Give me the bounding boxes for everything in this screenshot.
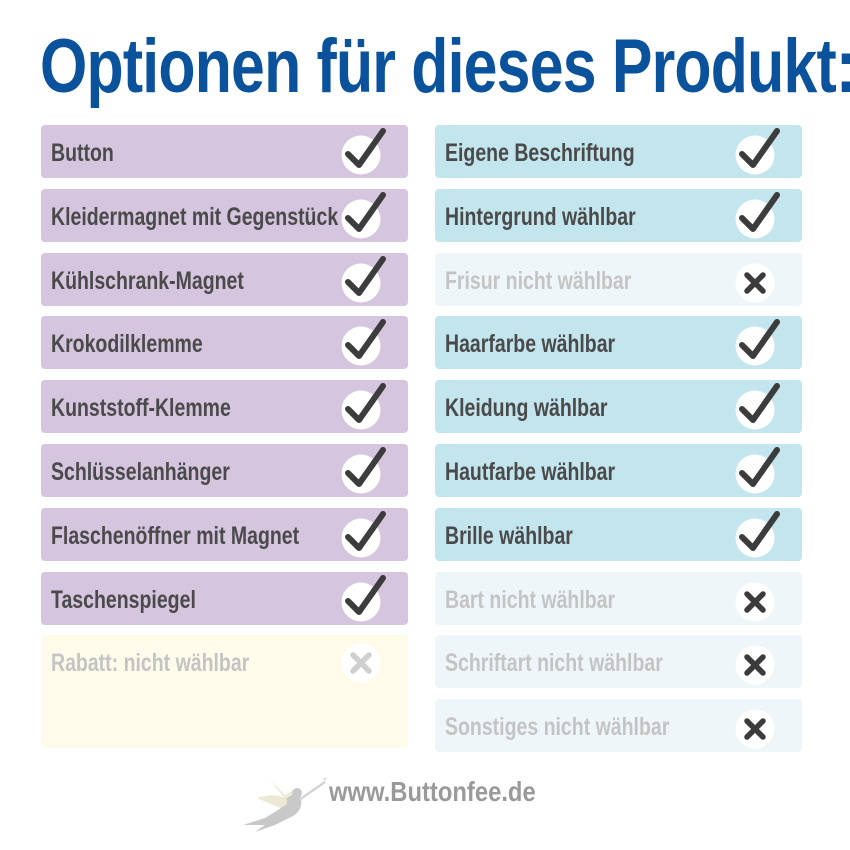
option-row: Schriftart nicht wählbar (435, 635, 802, 689)
option-label: Flaschenöffner mit Magnet (51, 521, 300, 550)
option-row: Eigene Beschriftung (435, 125, 802, 178)
option-row: Sonstiges nicht wählbar (435, 699, 802, 753)
option-row: Kühlschrank-Magnet (41, 252, 408, 306)
option-label: Krokodilklemme (51, 330, 203, 359)
option-row: Kleidermagnet mit Gegenstück (41, 188, 408, 242)
option-label: Button (51, 139, 114, 167)
option-row: Krokodilklemme (41, 316, 408, 370)
option-label: Kunststoff-Klemme (51, 394, 231, 423)
option-label: Bart nicht wählbar (445, 585, 616, 614)
check-icon (735, 319, 780, 366)
option-row: Haarfarbe wählbar (435, 316, 802, 370)
option-label: Kleidung wählbar (445, 394, 608, 423)
option-row: Flaschenöffner mit Magnet (41, 507, 408, 561)
option-label: Brille wählbar (445, 521, 573, 550)
cross-icon (735, 645, 775, 685)
check-icon (735, 383, 780, 430)
product-type-options: Button Kleidermagnet mit Gegenstück Kühlsc… (41, 125, 408, 759)
check-icon (735, 446, 780, 494)
option-row: Kunststoff-Klemme (41, 380, 408, 434)
check-icon (341, 510, 386, 558)
option-label: Kühlschrank-Magnet (51, 266, 244, 295)
option-label: Rabatt: nicht wählbar (51, 649, 250, 678)
option-label: Eigene Beschriftung (445, 139, 635, 167)
check-icon (341, 191, 386, 239)
option-row: Taschenspiegel (41, 571, 408, 625)
option-row: Frisur nicht wählbar (435, 252, 802, 306)
cross-icon (735, 263, 775, 303)
cross-icon (341, 643, 381, 683)
option-row: Brille wählbar (435, 507, 802, 561)
option-label: Taschenspiegel (51, 585, 196, 614)
option-row: Schlüsselanhänger (41, 443, 408, 497)
option-label: Haarfarbe wählbar (445, 330, 616, 359)
check-icon (341, 319, 386, 366)
option-row: Rabatt: nicht wählbar (41, 635, 408, 749)
check-icon (341, 383, 386, 430)
cross-icon (735, 709, 775, 749)
option-row: Hintergrund wählbar (435, 188, 802, 242)
option-row: Kleidung wählbar (435, 380, 802, 434)
option-label: Hintergrund wählbar (445, 202, 636, 231)
check-icon (341, 255, 386, 303)
customization-options: Eigene Beschriftung Hintergrund wählbar Fr… (435, 125, 802, 763)
check-icon (341, 574, 386, 622)
check-icon (735, 510, 780, 558)
check-icon (341, 128, 386, 175)
fairy-logo: * (243, 776, 327, 832)
check-icon (341, 446, 386, 494)
option-label: Hautfarbe wählbar (445, 457, 616, 486)
check-icon (735, 128, 780, 175)
page-title: Optionen für dieses Produkt: (40, 24, 850, 109)
option-row: Button (41, 125, 408, 178)
footer: * www.Buttonfee.de (235, 770, 575, 835)
option-label: Schriftart nicht wählbar (445, 649, 663, 678)
option-label: Frisur nicht wählbar (445, 266, 632, 295)
option-row: Hautfarbe wählbar (435, 443, 802, 497)
check-icon (735, 191, 780, 239)
option-row: Bart nicht wählbar (435, 571, 802, 625)
option-label: Kleidermagnet mit Gegenstück (51, 202, 339, 231)
website-url[interactable]: www.Buttonfee.de (329, 776, 536, 807)
option-label: Schlüsselanhänger (51, 457, 230, 486)
cross-icon (735, 582, 775, 622)
option-label: Sonstiges nicht wählbar (445, 713, 670, 742)
svg-text:*: * (323, 776, 327, 787)
